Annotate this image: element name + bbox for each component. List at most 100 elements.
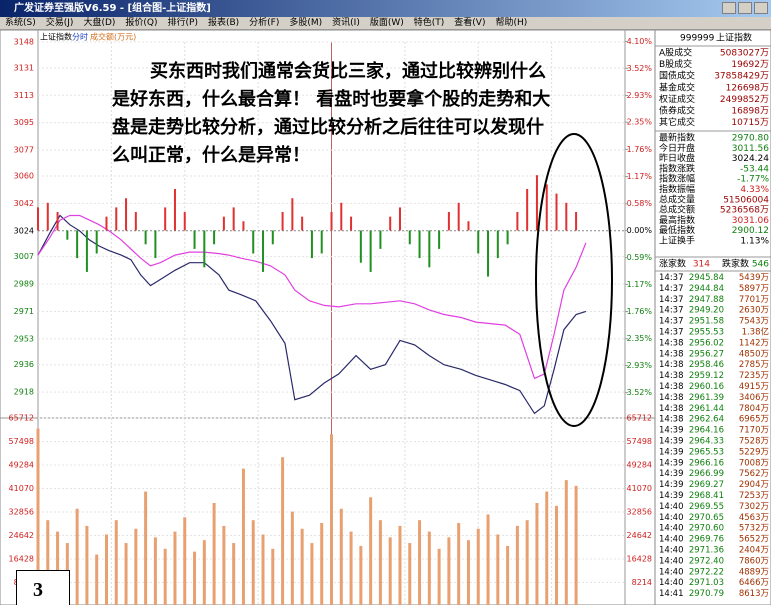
tick-price: 2959.12 [689,371,724,381]
breadth-bar [193,230,196,249]
tick-time: 14:39 [659,437,684,447]
tick-volume: 1.38亿 [742,327,769,338]
breadth-bar [134,212,137,231]
tick-volume: 2630万 [739,306,769,316]
volume-bar [339,508,343,605]
quote-value: 51506004 [723,195,769,205]
quote-value: 5083027万 [720,49,769,59]
quote-value: 19692万 [731,60,769,70]
minimize-button[interactable] [722,2,736,14]
quote-label: 指数振幅 [659,183,695,195]
chart-header-label: 上证指数 [40,32,72,42]
chart-header-label: 分时 [72,32,88,42]
tick-volume: 7008万 [739,458,769,468]
menu-item[interactable]: 帮助(H) [495,18,528,28]
menu-item[interactable]: 版面(W) [369,18,404,28]
volume-bar [202,540,206,605]
menu-item[interactable]: 查看(V) [454,18,486,28]
volume-bar [290,511,294,605]
volume-bar [496,534,500,605]
tick-volume: 6965万 [739,415,769,425]
y2-tick-label: 49284 [627,461,652,470]
tick-time: 14:39 [659,469,684,479]
quote-label: 今日开盘 [659,142,695,154]
y2-tick-label: 3.52% [627,388,653,397]
breadth-bar [526,188,529,231]
y2-tick-label: 57498 [627,437,652,446]
y-tick-label: 65712 [9,414,34,423]
menu-item[interactable]: 大盘(D) [83,18,116,28]
tick-time: 14:40 [659,535,684,545]
breadth-bar [301,216,304,231]
volume-bar [193,551,197,605]
menu-item[interactable]: 报价(Q) [125,18,158,28]
volume-bar [281,457,285,605]
tick-price: 2972.40 [689,556,724,566]
y-tick-label: 2971 [14,307,34,316]
volume-bar [388,537,392,605]
volume-bar [46,520,50,605]
y-tick-label: 2936 [14,360,34,369]
quote-label: 指数涨幅 [659,173,695,185]
menu-item[interactable]: 交易(J) [45,18,74,28]
volume-bar [124,543,128,605]
tick-time: 14:37 [659,273,684,283]
tick-volume: 1142万 [739,338,769,348]
tick-time: 14:37 [659,328,684,338]
quote-label: 权证成交 [659,93,695,105]
close-button[interactable] [754,2,768,14]
volume-bar [144,491,148,605]
tick-time: 14:39 [659,480,684,490]
y2-tick-label: 1.76% [627,307,653,316]
volume-bar [564,480,568,605]
volume-bar [398,525,402,605]
breadth-bar [477,230,480,254]
panel-name: 上证指数 [716,32,752,44]
volume-bar [447,537,451,605]
y2-tick-label: 2.35% [627,118,653,127]
y-tick-label: 3113 [14,91,34,100]
breadth-bar [428,230,431,268]
breadth-bar [144,230,147,245]
volume-bar [271,548,275,605]
menu-item[interactable]: 多股(M) [289,18,323,28]
tick-time: 14:40 [659,502,684,512]
volume-bar [56,531,60,605]
tick-time: 14:38 [659,404,684,414]
breadth-bar [66,230,69,240]
quote-value: 16898万 [731,107,769,117]
volume-bar [85,525,89,605]
breadth-bar [46,202,49,231]
breadth-text: 314 [693,260,710,270]
tick-time: 14:38 [659,382,684,392]
y-tick-label: 3095 [14,118,34,127]
menu-item[interactable]: 系统(S) [5,18,36,28]
breadth-bar [95,230,98,254]
menu-item[interactable]: 特色(T) [413,18,445,28]
tick-volume: 8613万 [739,589,769,599]
price-line [37,214,587,380]
menu-item[interactable]: 分析(F) [249,18,280,28]
y-tick-label: 2953 [14,334,34,343]
breadth-bar [496,230,499,259]
annotation: 买东西时我们通常会货比三家，通过比较辨别什么是好东西，什么最合算！ 看盘时也要拿… [112,61,551,166]
menu-item[interactable]: 报表(B) [207,18,240,28]
volume-bar [330,434,333,605]
breadth-bar [369,230,372,272]
title-bar: 广发证券至强版V6.59 - [组合图-上证指数] [0,0,771,17]
quote-value: 2970.80 [732,134,769,144]
breadth-bar [447,212,450,231]
y2-tick-label: 65712 [627,414,652,423]
maximize-button[interactable] [738,2,752,14]
tick-price: 2945.84 [689,273,724,283]
tick-price: 2955.53 [689,328,724,338]
menu-item[interactable]: 排行(P) [167,18,198,28]
chart-header-label: 成交额(万元) [90,32,136,42]
menu-item[interactable]: 资讯(I) [332,18,360,28]
tick-price: 2956.02 [689,338,724,348]
tick-volume: 5897万 [739,284,769,294]
panel-code: 999999 [680,34,715,44]
breadth-bar [213,230,216,245]
volume-bar [466,540,470,605]
quote-value: -1.77% [737,175,769,185]
